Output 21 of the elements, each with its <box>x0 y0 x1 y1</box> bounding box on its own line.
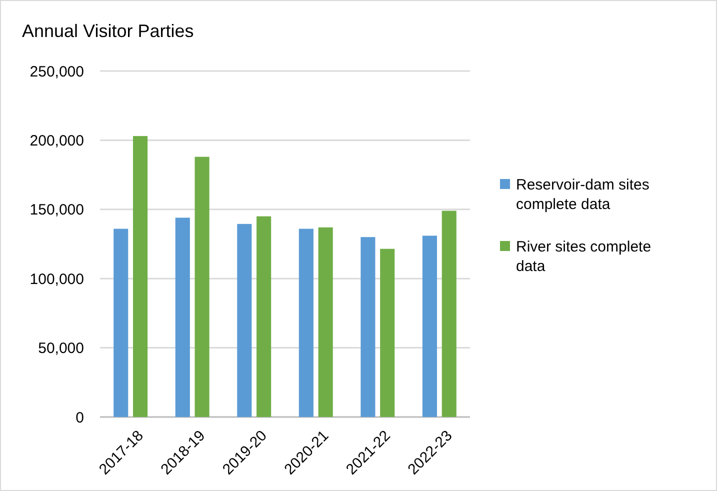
y-tick-label: 200,000 <box>30 132 84 150</box>
y-tick-label: 150,000 <box>30 202 84 219</box>
bar <box>422 236 437 417</box>
bar <box>360 237 376 417</box>
bar <box>114 228 128 417</box>
chart-title: Annual Visitor Parties <box>22 21 194 41</box>
y-tick-label: 50,000 <box>38 340 84 358</box>
y-tick-label: 100,000 <box>30 270 84 288</box>
bar <box>237 224 252 417</box>
bar <box>298 228 314 417</box>
bar <box>175 218 190 417</box>
legend-label: River sites complete data <box>516 238 652 275</box>
bar <box>380 248 395 417</box>
bar <box>256 216 272 417</box>
legend-label: Reservoir-dam sites complete data <box>516 176 650 213</box>
y-tick-label: 0 <box>76 409 84 426</box>
y-tick-label: 250,000 <box>30 63 84 80</box>
bar <box>318 227 333 417</box>
bar <box>442 210 456 417</box>
bar <box>133 136 148 417</box>
bar <box>194 156 210 417</box>
